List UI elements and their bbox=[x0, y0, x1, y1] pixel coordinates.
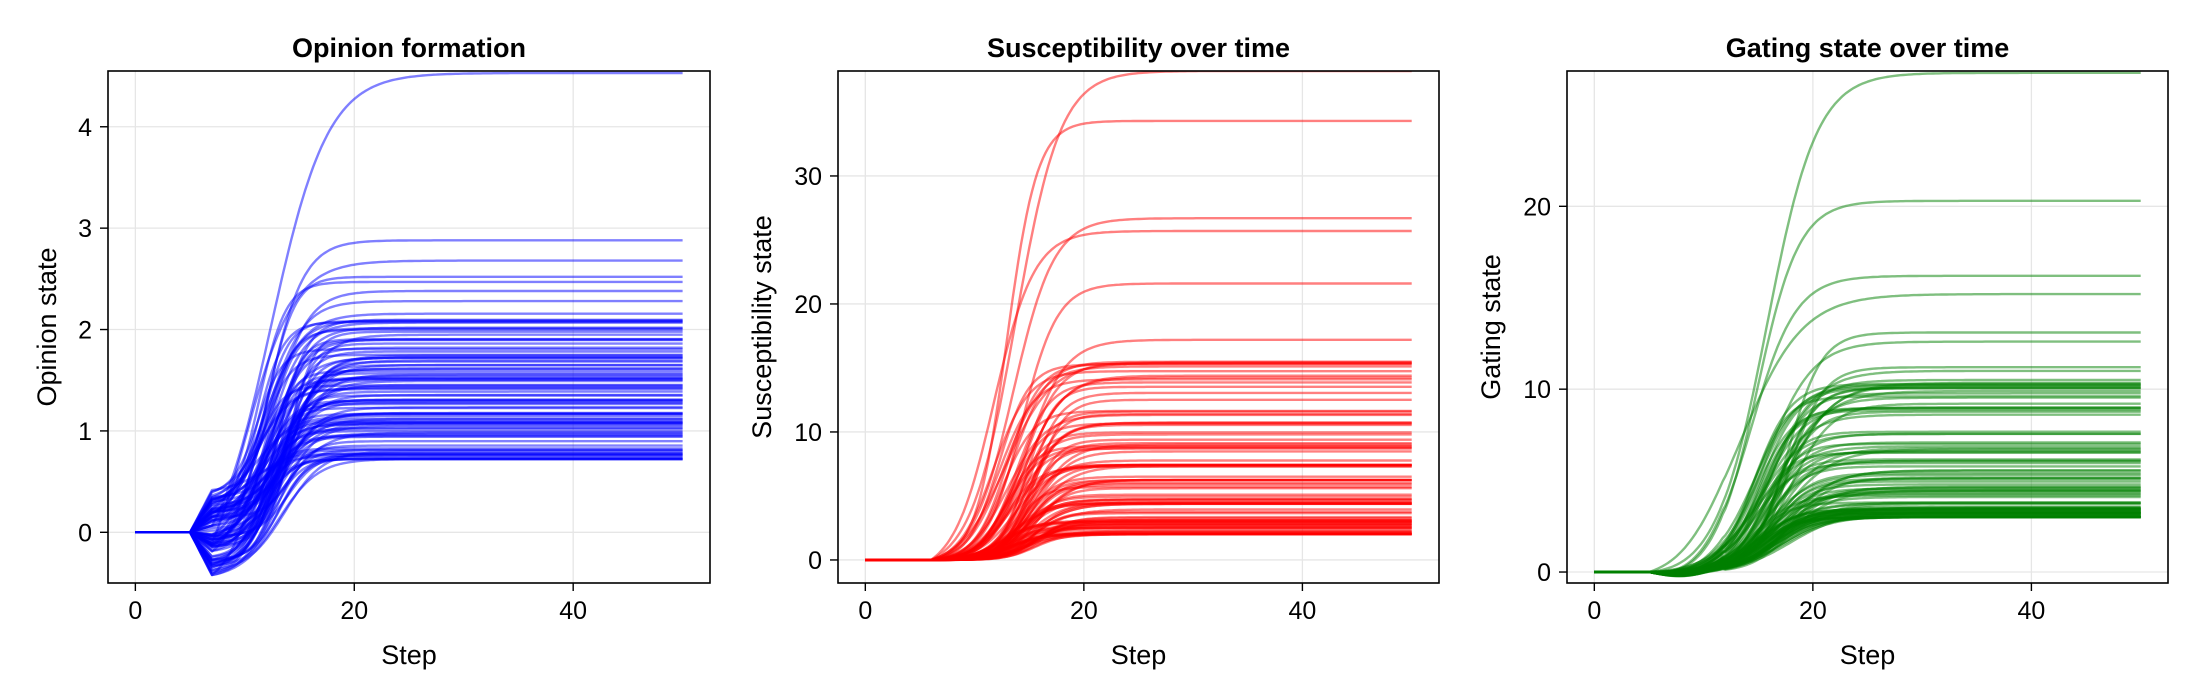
series-line bbox=[135, 414, 683, 534]
series-line bbox=[1594, 514, 2141, 578]
series-line bbox=[1594, 340, 2141, 574]
series-line bbox=[135, 423, 683, 546]
series-line bbox=[135, 444, 683, 565]
x-tick-label: 40 bbox=[559, 597, 587, 625]
x-tick-label: 40 bbox=[1289, 597, 1317, 625]
y-axis-label: Susceptibility state bbox=[747, 215, 777, 439]
series-line bbox=[1594, 510, 2141, 574]
series-line bbox=[135, 71, 683, 534]
series-line bbox=[865, 229, 1412, 562]
series-line bbox=[1594, 71, 2141, 574]
series-line bbox=[135, 356, 683, 537]
series-line bbox=[135, 424, 683, 574]
x-axis-label: Step bbox=[1111, 640, 1167, 670]
series-line bbox=[1594, 445, 2141, 574]
series-line bbox=[135, 328, 683, 534]
chart-panel-2: 0 20 40 0 10 20 30 Susceptibility over time Step… bbox=[747, 33, 1440, 670]
y-tick-label: 20 bbox=[1523, 193, 1551, 221]
y-tick-label: 0 bbox=[1537, 559, 1551, 587]
series-line bbox=[865, 361, 1412, 562]
chart-title: Susceptibility over time bbox=[987, 33, 1290, 63]
x-tick-label: 20 bbox=[340, 597, 368, 625]
series-line bbox=[135, 373, 683, 577]
y-tick-label: 10 bbox=[794, 419, 822, 447]
y-tick-label: 30 bbox=[794, 163, 822, 191]
y-axis-label: Gating state bbox=[1476, 254, 1506, 400]
series-line bbox=[135, 364, 683, 562]
series-line bbox=[135, 430, 683, 561]
x-tick-label: 0 bbox=[858, 597, 872, 625]
series-line bbox=[1594, 515, 2141, 578]
series-line bbox=[135, 447, 683, 534]
series-group bbox=[135, 71, 683, 577]
x-tick-label: 40 bbox=[2018, 597, 2046, 625]
chart-panel-1: 0 20 40 0 1 2 3 4 Opinion formation Step Opinion s… bbox=[32, 33, 711, 670]
y-tick-label: 1 bbox=[78, 418, 92, 446]
series-line bbox=[865, 502, 1412, 562]
y-tick-label: 0 bbox=[78, 519, 92, 547]
plot-frame bbox=[837, 70, 1440, 584]
series-line bbox=[135, 384, 683, 534]
series-line bbox=[135, 452, 683, 534]
series-line bbox=[135, 346, 683, 534]
series-line bbox=[1594, 512, 2141, 574]
series-line bbox=[135, 398, 683, 568]
x-tick-label: 20 bbox=[1070, 597, 1098, 625]
x-axis-label: Step bbox=[381, 640, 437, 670]
series-line bbox=[865, 370, 1412, 562]
y-tick-label: 0 bbox=[808, 547, 822, 575]
series-line bbox=[1594, 516, 2141, 577]
series-line bbox=[1594, 515, 2141, 578]
series-line bbox=[135, 412, 683, 552]
series-line bbox=[865, 365, 1412, 562]
y-tick-label: 4 bbox=[78, 114, 92, 142]
y-tick-label: 2 bbox=[78, 317, 92, 345]
series-line bbox=[1594, 387, 2141, 574]
series-line bbox=[1594, 512, 2141, 576]
series-line bbox=[1594, 512, 2141, 574]
series-group bbox=[865, 71, 1412, 562]
series-line bbox=[865, 71, 1412, 562]
series-line bbox=[1594, 487, 2141, 574]
chart-title: Opinion formation bbox=[292, 33, 526, 63]
chart-title: Gating state over time bbox=[1726, 33, 2010, 63]
series-group bbox=[1594, 71, 2141, 578]
x-tick-label: 0 bbox=[1587, 597, 1601, 625]
series-line bbox=[135, 387, 683, 534]
plot-frame bbox=[107, 70, 711, 584]
series-line bbox=[135, 333, 683, 572]
y-tick-label: 10 bbox=[1523, 376, 1551, 404]
y-tick-label: 3 bbox=[78, 215, 92, 243]
series-line bbox=[1594, 274, 2141, 574]
series-line bbox=[1594, 292, 2141, 574]
series-line bbox=[1594, 511, 2141, 574]
series-line bbox=[1594, 486, 2141, 574]
x-tick-label: 20 bbox=[1799, 597, 1827, 625]
series-line bbox=[1594, 485, 2141, 577]
series-line bbox=[1594, 413, 2141, 574]
series-line bbox=[135, 401, 683, 534]
y-tick-label: 20 bbox=[794, 291, 822, 319]
chart-panel-3: 0 20 40 0 10 20 Gating state over time Step Gati… bbox=[1476, 33, 2169, 670]
x-axis-label: Step bbox=[1840, 640, 1896, 670]
series-line bbox=[135, 369, 683, 552]
y-axis-label: Opinion state bbox=[32, 247, 62, 406]
x-tick-label: 0 bbox=[128, 597, 142, 625]
plot-frame bbox=[1566, 70, 2169, 584]
